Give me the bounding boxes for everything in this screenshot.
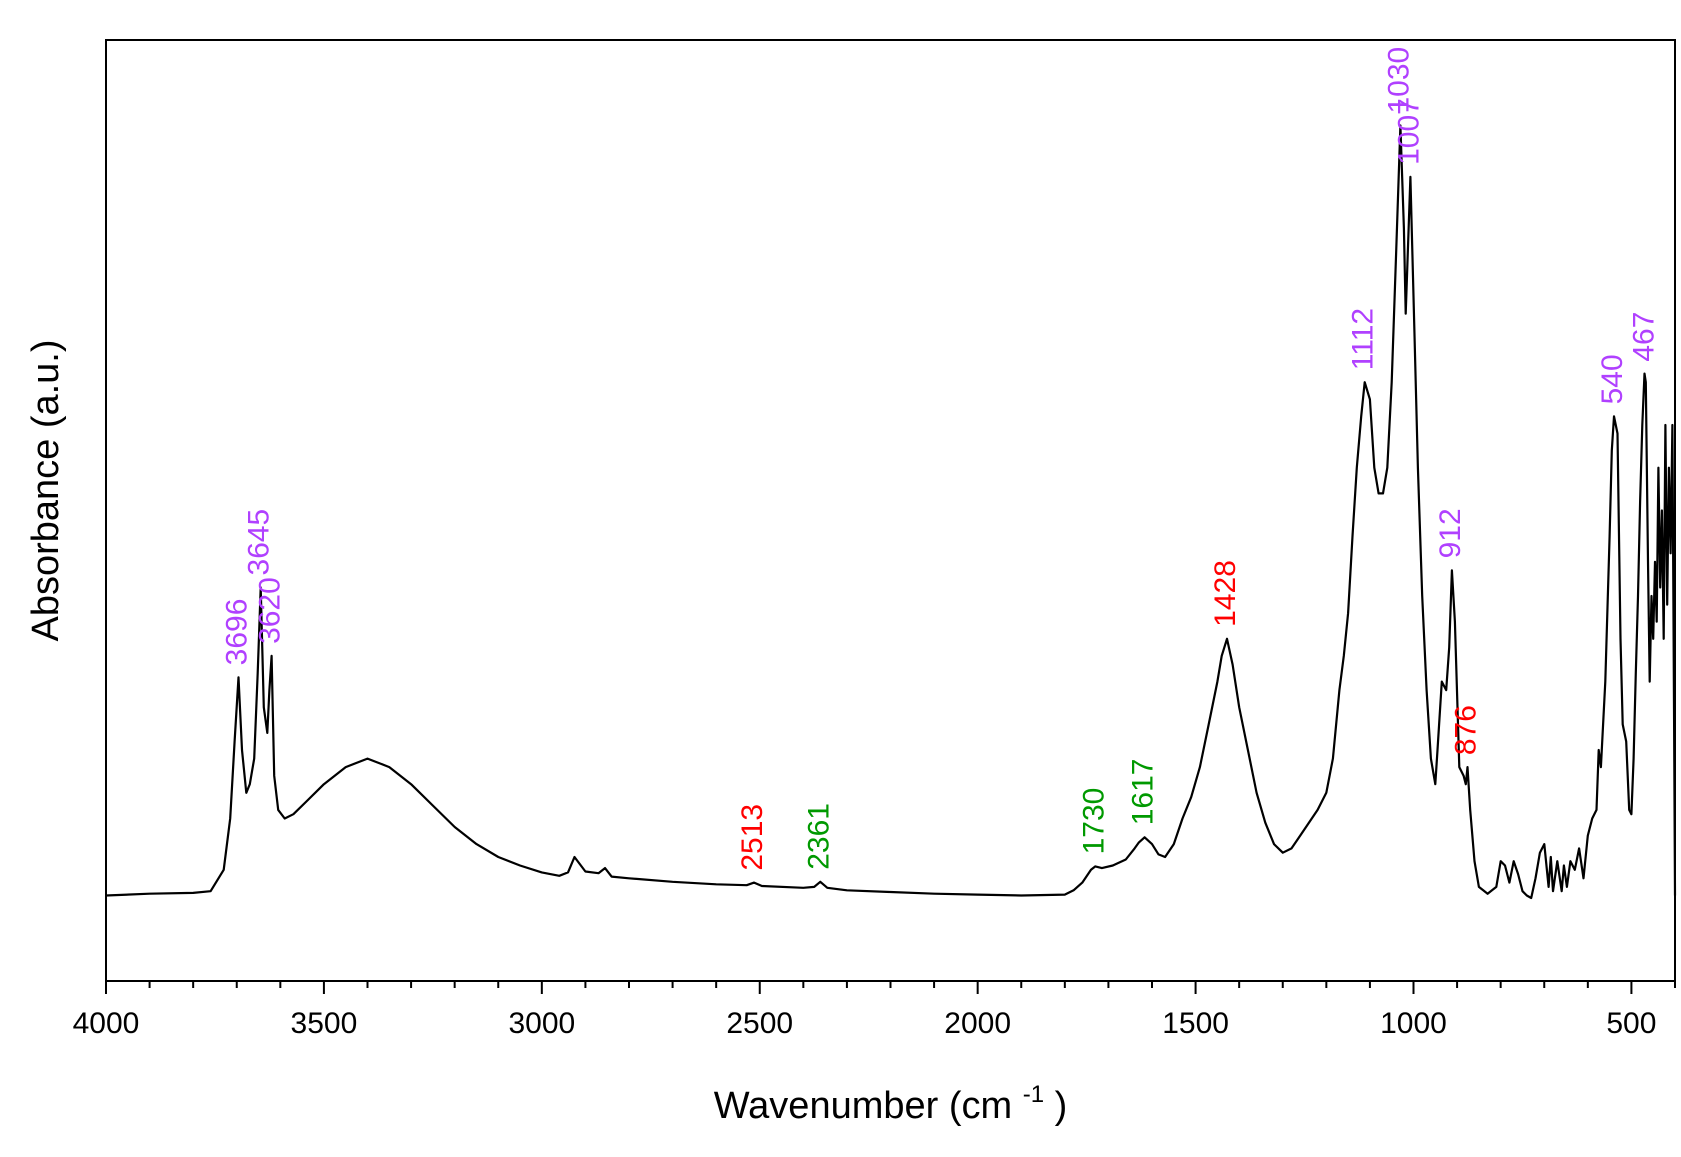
y-axis-title: Absorbance (a.u.) bbox=[25, 339, 67, 641]
x-tick-label: 3000 bbox=[508, 1007, 575, 1040]
peak-label-540: 540 bbox=[1596, 354, 1629, 404]
peak-label-876: 876 bbox=[1449, 705, 1482, 755]
x-tick-label: 3500 bbox=[291, 1007, 358, 1040]
plot-frame bbox=[105, 39, 1676, 982]
peak-label-1428: 1428 bbox=[1209, 560, 1242, 627]
peak-label-1030: 1030 bbox=[1382, 47, 1415, 114]
x-tick-label: 1000 bbox=[1380, 1007, 1447, 1040]
x-tick-label: 1500 bbox=[1162, 1007, 1229, 1040]
peak-label-1112: 1112 bbox=[1347, 308, 1380, 370]
peak-label-3696: 3696 bbox=[220, 599, 253, 666]
x-axis-ticks: 4000 3500 3000 2500 2000 1500 1000 500 bbox=[73, 981, 1676, 1040]
x-tick-label: 2000 bbox=[944, 1007, 1011, 1040]
x-axis-title-tail: ) bbox=[1055, 1085, 1068, 1127]
x-axis-title: Wavenumber (cm -1 ) bbox=[714, 1069, 1068, 1127]
peak-label-1617: 1617 bbox=[1127, 759, 1160, 826]
peak-label-1730: 1730 bbox=[1077, 788, 1110, 855]
spectrum-line bbox=[105, 124, 1677, 900]
peak-label-467: 467 bbox=[1628, 312, 1661, 362]
peak-label-1007: 1007 bbox=[1392, 98, 1425, 165]
plot-area bbox=[105, 124, 1677, 900]
peak-label-912: 912 bbox=[1434, 508, 1467, 558]
peak-label-2361: 2361 bbox=[802, 803, 835, 870]
x-axis-title-main: Wavenumber (cm bbox=[714, 1085, 1012, 1127]
x-tick-label: 500 bbox=[1606, 1007, 1656, 1040]
x-tick-label: 4000 bbox=[73, 1007, 140, 1040]
x-axis-title-superscript: -1 bbox=[1023, 1081, 1044, 1108]
peak-label-3645: 3645 bbox=[243, 509, 276, 576]
peak-label-2513: 2513 bbox=[736, 804, 769, 871]
x-tick-label: 2500 bbox=[726, 1007, 793, 1040]
peak-label-3620: 3620 bbox=[254, 577, 287, 644]
